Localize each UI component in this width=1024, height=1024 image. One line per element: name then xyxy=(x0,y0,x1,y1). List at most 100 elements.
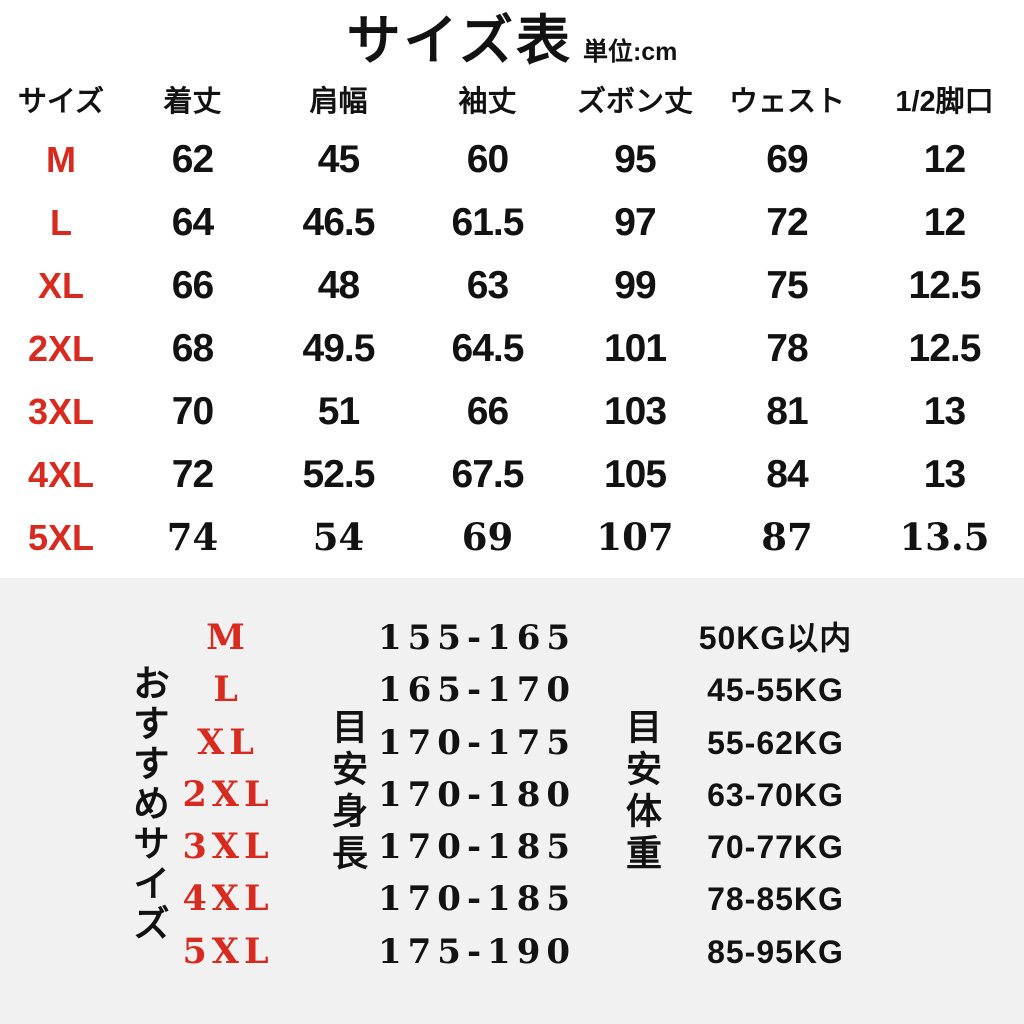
recommend-section: おすすめサイズ 目安身長 目安体重 M 155-165 50KG以内 L 165-170… xyxy=(0,578,1024,1024)
recommend-row: 5XL 175-190 85-95KG xyxy=(0,926,1024,978)
measurement-value: 68 xyxy=(171,327,214,370)
recommend-row: 4XL 170-185 78-85KG xyxy=(0,873,1024,925)
measurement-value: 69 xyxy=(766,138,808,181)
size-table-row: M 62 45 60 95 69 12 xyxy=(0,128,1024,191)
weight-guide-label: 目安体重 xyxy=(621,708,662,876)
size-table-row: 5XL 74 54 69 107 87 13.5 xyxy=(0,506,1024,569)
weight-range: 55-62KG xyxy=(707,724,844,761)
size-table-header: サイズ 着丈 肩幅 袖丈 ズボン丈 ウェスト 1/2脚口 xyxy=(0,80,1024,124)
weight-range: 45-55KG xyxy=(707,672,844,709)
size-label: L xyxy=(50,201,72,243)
weight-range: 50KG以内 xyxy=(698,620,853,656)
measurement-value: 61.5 xyxy=(451,201,525,244)
measurement-value: 48 xyxy=(317,264,360,307)
column-header: 袖丈 xyxy=(458,86,517,118)
size-label: 5XL xyxy=(27,516,95,558)
page-title: サイズ表 単位:cm xyxy=(0,0,1024,68)
measurement-value: 64 xyxy=(171,201,214,244)
column-header: サイズ xyxy=(17,86,105,118)
measurement-value: 13.5 xyxy=(899,515,990,559)
size-label: 2XL xyxy=(27,327,95,369)
size-table-body: M 62 45 60 95 69 12 L 64 46.5 61.5 97 72 12 XL 66 48 63 99… xyxy=(0,128,1024,569)
height-range: 175-190 xyxy=(377,931,577,972)
measurement-value: 84 xyxy=(766,453,808,496)
measurement-value: 46.5 xyxy=(302,201,376,244)
measurement-value: 52.5 xyxy=(302,453,376,496)
size-table-row: L 64 46.5 61.5 97 72 12 xyxy=(0,191,1024,254)
measurement-value: 74 xyxy=(166,515,219,559)
column-header: 着丈 xyxy=(163,86,222,118)
measurement-value: 12.5 xyxy=(908,264,982,307)
size-label: 3XL xyxy=(27,390,95,432)
recommend-size-label: 2XL xyxy=(182,773,274,815)
measurement-value: 97 xyxy=(614,201,656,244)
measurement-value: 63 xyxy=(466,264,509,307)
measurement-value: 12 xyxy=(923,138,966,181)
height-range: 170-180 xyxy=(377,774,577,815)
measurement-value: 49.5 xyxy=(302,327,376,370)
column-header: 肩幅 xyxy=(309,86,368,118)
height-range: 155-165 xyxy=(377,618,577,658)
weight-range: 85-95KG xyxy=(707,933,844,970)
weight-range: 63-70KG xyxy=(707,776,844,813)
recommend-side-label: おすすめサイズ xyxy=(127,664,169,944)
recommend-size-label: 3XL xyxy=(182,826,274,868)
column-header: 1/2脚口 xyxy=(895,86,994,118)
measurement-value: 95 xyxy=(614,138,656,181)
recommend-row: M 155-165 50KG以内 xyxy=(0,612,1024,664)
weight-range: 78-85KG xyxy=(707,881,844,918)
measurement-value: 78 xyxy=(766,327,808,370)
column-header: ウェスト xyxy=(728,86,845,118)
column-header: ズボン丈 xyxy=(576,86,693,118)
size-label: M xyxy=(46,138,76,180)
measurement-value: 75 xyxy=(766,264,808,307)
unit-label: 単位:cm xyxy=(582,38,678,66)
recommend-row: L 165-170 45-55KG xyxy=(0,664,1024,716)
size-table-row: 3XL 70 51 66 103 81 13 xyxy=(0,380,1024,443)
size-table-row: 4XL 72 52.5 67.5 105 84 13 xyxy=(0,443,1024,506)
measurement-value: 70 xyxy=(171,390,214,433)
measurement-value: 72 xyxy=(766,201,808,244)
measurement-value: 51 xyxy=(317,390,360,433)
measurement-value: 66 xyxy=(466,390,509,433)
measurement-value: 54 xyxy=(312,515,365,559)
measurement-value: 13 xyxy=(923,453,966,496)
measurement-value: 99 xyxy=(614,264,656,307)
measurement-value: 12 xyxy=(923,201,966,244)
size-label: XL xyxy=(37,264,84,306)
measurement-value: 87 xyxy=(761,515,813,559)
height-guide-label: 目安身長 xyxy=(327,708,367,876)
recommend-size-label: 4XL xyxy=(182,878,274,920)
recommend-size-label: M xyxy=(206,617,250,658)
size-table-row: XL 66 48 63 99 75 12.5 xyxy=(0,254,1024,317)
measurement-value: 12.5 xyxy=(908,327,982,370)
measurement-value: 64.5 xyxy=(451,327,525,370)
size-table-row: 2XL 68 49.5 64.5 101 78 12.5 xyxy=(0,317,1024,380)
recommend-size-label: L xyxy=(213,669,243,711)
measurement-value: 81 xyxy=(766,390,808,433)
measurement-value: 101 xyxy=(603,327,667,370)
recommend-rows: M 155-165 50KG以内 L 165-170 45-55KG XL 170-175 55… xyxy=(0,612,1024,978)
measurement-value: 13 xyxy=(923,390,966,433)
weight-range: 70-77KG xyxy=(707,829,844,866)
recommend-size-label: XL xyxy=(197,721,259,763)
recommend-row: 2XL 170-180 63-70KG xyxy=(0,769,1024,821)
height-range: 170-185 xyxy=(377,827,577,868)
size-label: 4XL xyxy=(27,453,95,495)
measurement-value: 105 xyxy=(603,453,667,496)
measurement-value: 69 xyxy=(461,515,514,559)
measurement-value: 60 xyxy=(466,138,509,181)
height-range: 165-170 xyxy=(377,670,577,711)
measurement-value: 66 xyxy=(171,264,214,307)
measurement-value: 72 xyxy=(171,453,214,496)
recommend-row: XL 170-175 55-62KG xyxy=(0,717,1024,769)
measurement-value: 107 xyxy=(596,515,674,559)
measurement-value: 45 xyxy=(317,138,360,181)
height-range: 170-185 xyxy=(377,879,577,920)
recommend-row: 3XL 170-185 70-77KG xyxy=(0,821,1024,873)
measurement-value: 62 xyxy=(171,138,214,181)
recommend-size-label: 5XL xyxy=(182,930,274,972)
measurement-value: 103 xyxy=(603,390,667,433)
measurement-value: 67.5 xyxy=(451,453,525,496)
